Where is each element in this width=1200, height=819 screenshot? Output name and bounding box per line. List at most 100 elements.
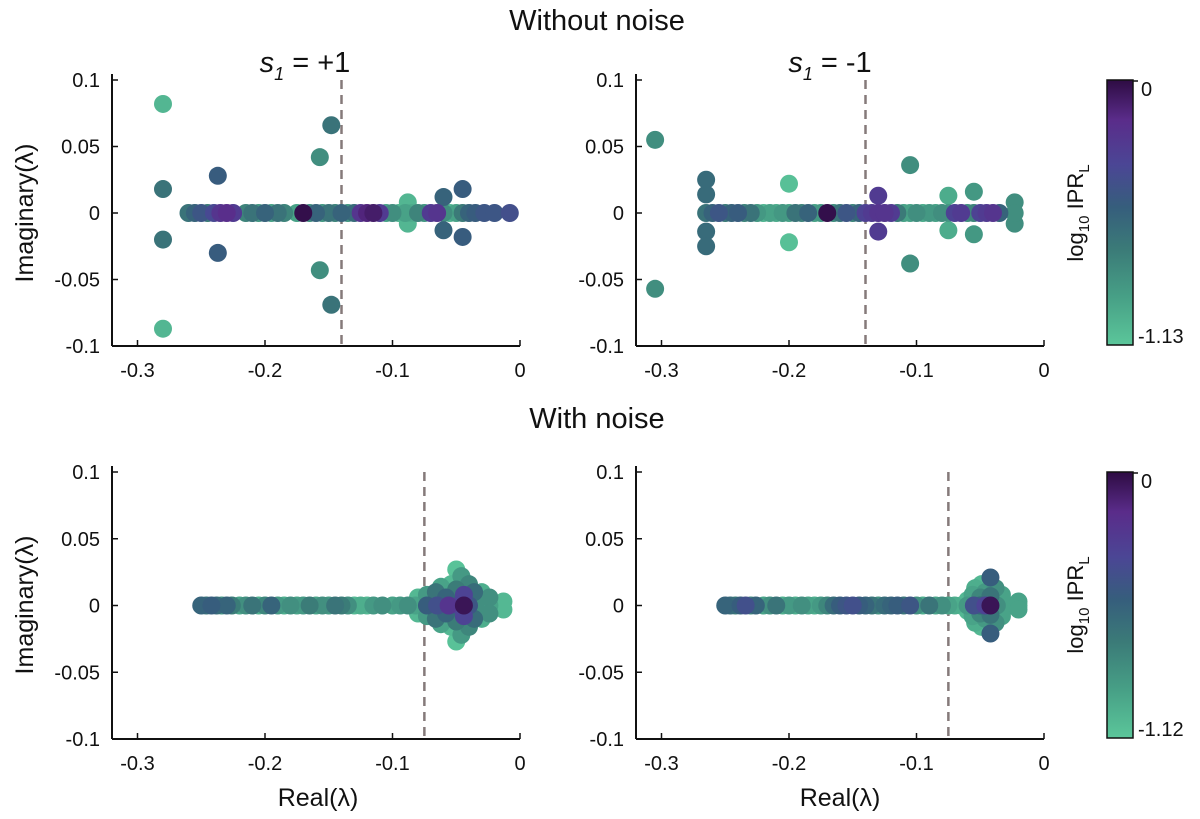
scatter-point <box>646 279 665 298</box>
scatter-point <box>729 204 747 222</box>
scatter-point <box>383 204 402 222</box>
scatter-point <box>780 174 798 193</box>
scatter-point <box>454 596 473 615</box>
scatter-point <box>322 116 341 135</box>
colorbar-top-gradient <box>1106 79 1134 346</box>
scatter-point <box>319 204 338 222</box>
scatter-point <box>154 180 172 199</box>
scatter-point <box>310 261 329 280</box>
scatter-point <box>202 596 221 615</box>
colorbar-top-label: log10 IPRL <box>1063 164 1093 261</box>
y-tick-label: 0 <box>89 596 100 618</box>
scatter-point <box>208 166 227 185</box>
scatter-point <box>494 600 513 619</box>
y-tick-label: 0.05 <box>61 529 100 551</box>
ylabel-bottom: Imaginary(λ) <box>11 536 39 675</box>
scatter-point <box>396 204 415 222</box>
scatter-panel-no-noise-s1-minus: 0.1 0.05 0 -0.05 -0.1 -0.3 -0.2 -0.1 0 <box>578 70 1049 382</box>
scatter-point <box>869 222 888 241</box>
scatter-point <box>243 204 262 222</box>
x-tick-label: -0.1 <box>375 360 409 382</box>
scatter-point <box>313 596 332 615</box>
scatter-point <box>964 225 983 244</box>
scatter-point <box>439 596 458 615</box>
scatter-point <box>780 596 798 615</box>
scatter-point <box>154 319 172 338</box>
x-tick-label: -0.3 <box>120 360 154 382</box>
scatter-point <box>256 204 274 222</box>
panel-title-s1-minus: s1 = -1 <box>788 47 871 84</box>
x-tick-label: -0.2 <box>772 360 806 382</box>
xlabel-left: Real(λ) <box>278 784 359 812</box>
section-title-with-noise: With noise <box>529 403 664 435</box>
x-tick-label: -0.3 <box>644 360 678 382</box>
scatter-point <box>736 596 755 615</box>
scatter-point <box>697 237 716 256</box>
x-tick-label: -0.2 <box>772 753 806 775</box>
scatter-point <box>716 596 735 615</box>
scatter-point <box>373 596 392 615</box>
scatter-point <box>697 185 716 204</box>
scatter-point <box>485 204 504 222</box>
scatter-point <box>875 204 894 222</box>
scatter-point <box>428 204 447 222</box>
scatter-point <box>792 596 811 615</box>
y-tick-label: 0.1 <box>72 462 100 484</box>
scatter-point <box>480 604 499 623</box>
scatter-point <box>453 180 472 199</box>
x-tick-label: -0.1 <box>899 360 933 382</box>
scatter-point <box>920 596 939 615</box>
scatter-point <box>767 596 786 615</box>
scatter-point <box>453 227 472 246</box>
scatter-point <box>409 204 427 222</box>
scatter-point <box>981 568 1000 587</box>
y-tick-label: 0.05 <box>585 137 624 159</box>
colorbar-bottom-label: log10 IPRL <box>1063 556 1093 653</box>
xlabel-right: Real(λ) <box>800 784 881 812</box>
scatter-point <box>217 204 236 222</box>
scatter-point <box>262 596 281 615</box>
x-tick-label: -0.2 <box>248 753 282 775</box>
colorbar-bottom-max-label: 0 <box>1141 471 1152 493</box>
scatter-point <box>154 94 172 113</box>
ylabel-top: Imaginary(λ) <box>11 144 39 283</box>
section-title-without-noise: Without noise <box>509 5 685 37</box>
scatter-point <box>217 596 236 615</box>
y-tick-label: -0.05 <box>54 270 100 292</box>
y-tick-label: -0.1 <box>66 729 100 751</box>
scatter-point <box>760 204 779 222</box>
scatter-point <box>799 204 818 222</box>
scatter-point <box>939 221 958 240</box>
colorbar-bottom-min-label: -1.12 <box>1138 719 1184 741</box>
scatter-point <box>398 596 417 615</box>
scatter-point <box>332 204 351 222</box>
x-tick-label: -0.2 <box>248 360 282 382</box>
scatter-point <box>981 596 1000 615</box>
scatter-panel-no-noise-s1-plus: 0.1 0.05 0 -0.05 -0.1 -0.3 -0.2 -0.1 0 <box>54 70 525 382</box>
panel-title-s1-plus: s1 = +1 <box>260 47 351 84</box>
scatter-point <box>964 182 983 201</box>
scatter-point <box>818 204 837 222</box>
scatter-point <box>294 204 313 222</box>
scatter-point <box>773 204 792 222</box>
x-tick-label: -0.1 <box>899 753 933 775</box>
scatter-point <box>300 596 319 615</box>
scatter-point <box>901 156 920 175</box>
scatter-point <box>434 221 453 240</box>
scatter-point <box>364 204 383 222</box>
scatter-point <box>837 204 856 222</box>
scatter-point <box>243 596 262 615</box>
scatter-point <box>310 148 329 167</box>
scatter-point <box>933 596 951 615</box>
colorbar-top: 0 -1.13 log10 IPRL <box>1063 79 1184 348</box>
scatter-point <box>500 204 519 222</box>
x-tick-label: 0 <box>1038 753 1049 775</box>
scatter-point <box>1009 600 1028 619</box>
scatter-point <box>1005 204 1024 222</box>
scatter-point <box>888 596 907 615</box>
colorbar-top-max-label: 0 <box>1141 79 1152 101</box>
y-tick-label: 0.05 <box>585 529 624 551</box>
scatter-point <box>933 204 951 222</box>
scatter-point <box>984 204 1002 222</box>
scatter-point <box>709 204 728 222</box>
